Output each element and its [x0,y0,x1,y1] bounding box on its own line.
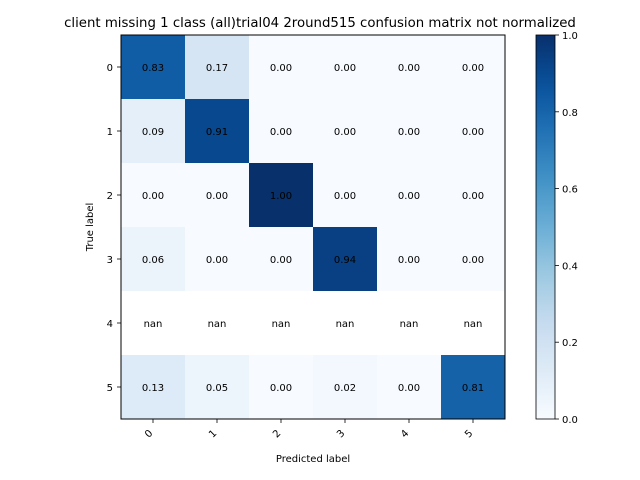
heatmap-cell [441,163,505,227]
cell-value-label: 0.13 [142,383,164,394]
x-tick-label: 3 [335,428,347,440]
heatmap-cell [121,355,185,419]
colorbar-gradient [535,34,556,420]
x-axis-ticks: 0 1 2 3 4 5 [143,419,475,440]
x-tick-label: 2 [271,428,283,440]
colorbar: 0.0 0.2 0.4 0.6 0.8 1.0 [535,31,578,426]
cell-value-label: 0.91 [206,127,228,138]
cell-value-label: 0.00 [398,255,420,266]
cell-value-label: nan [144,319,163,330]
cell-value-label: nan [272,319,291,330]
cell-value-label: 0.09 [142,127,164,138]
colorbar-tick-label: 0.0 [562,415,578,426]
cell-value-label: 1.00 [270,191,292,202]
cell-value-label: 0.02 [334,383,356,394]
colorbar-tick-label: 0.6 [562,185,578,196]
heatmap-cell [377,227,441,291]
colorbar-tick-label: 0.8 [562,108,578,119]
heatmap-cell [185,227,249,291]
colorbar-tick-label: 0.2 [562,338,578,349]
cell-value-label: 0.00 [398,127,420,138]
cell-value-label: 0.00 [398,191,420,202]
cell-value-label: 0.00 [462,127,484,138]
cell-value-label: 0.81 [462,383,484,394]
heatmap-cell [313,99,377,163]
heatmap-cell [441,35,505,99]
heatmap-cell [121,99,185,163]
x-tick-label: 1 [207,428,219,440]
heatmap-cell [185,35,249,99]
cell-value-label: 0.00 [462,63,484,74]
heatmap-cell [377,355,441,419]
y-tick-label: 3 [107,255,113,266]
cell-value-label: 0.94 [334,255,356,266]
cell-value-label: nan [336,319,355,330]
y-tick-label: 2 [107,191,113,202]
y-axis-ticks: 0 1 2 3 4 5 [107,63,121,394]
cell-value-label: nan [400,319,419,330]
cell-value-label: 0.00 [270,255,292,266]
cell-value-label: 0.00 [270,63,292,74]
heatmap-cell [185,355,249,419]
heatmap-cell [313,355,377,419]
cell-value-label: 0.00 [334,127,356,138]
heatmap-cell [249,99,313,163]
cell-value-label: 0.00 [334,191,356,202]
heatmap-cell [313,227,377,291]
chart-title: client missing 1 class (all)trial04 2rou… [64,16,576,31]
cell-value-label: 0.00 [270,127,292,138]
y-axis-label: True label [85,203,96,253]
colorbar-tick-label: 1.0 [562,31,578,42]
x-tick-label: 0 [143,428,155,440]
y-tick-label: 1 [107,127,113,138]
cell-value-label: 0.05 [206,383,228,394]
heatmap-cell [249,355,313,419]
heatmap-cell [313,35,377,99]
cell-value-label: 0.17 [206,63,228,74]
cell-value-label: 0.00 [142,191,164,202]
plot-frame [120,34,506,420]
cell-value-label: 0.06 [142,255,164,266]
colorbar-tick-label: 0.4 [562,261,578,272]
x-tick-label: 4 [399,428,411,440]
cell-value-label: 0.00 [206,191,228,202]
heatmap-cell [249,35,313,99]
cell-value-label: 0.00 [462,191,484,202]
heatmap-cell [185,99,249,163]
heatmap-cell [441,99,505,163]
cell-value-label: 0.00 [398,383,420,394]
y-tick-label: 4 [107,319,113,330]
cell-value-label: 0.00 [462,255,484,266]
heatmap-cell [185,163,249,227]
heatmap-cell [121,163,185,227]
heatmap-cell [377,99,441,163]
heatmap-cell [441,355,505,419]
cell-value-label: 0.00 [334,63,356,74]
cell-value-label: nan [464,319,483,330]
heatmap-cell [249,163,313,227]
heatmap-cell [121,35,185,99]
heatmap-cell [377,163,441,227]
heatmap-cell [313,163,377,227]
heatmap-cell [121,227,185,291]
y-tick-label: 5 [107,383,113,394]
heatmap-cell [441,227,505,291]
cell-value-label: nan [208,319,227,330]
x-axis-label: Predicted label [276,454,350,465]
heatmap-cell [377,35,441,99]
heatmap-cell [249,227,313,291]
cell-value-label: 0.00 [206,255,228,266]
cell-value-label: 0.83 [142,63,164,74]
x-tick-label: 5 [463,428,475,440]
y-tick-label: 0 [107,63,113,74]
cell-value-label: 0.00 [398,63,420,74]
heatmap-grid: 0.83 0.17 0.00 0.00 0.00 0.00 0.09 0.91 0.00 0.00… [121,35,505,419]
cell-value-label: 0.00 [270,383,292,394]
